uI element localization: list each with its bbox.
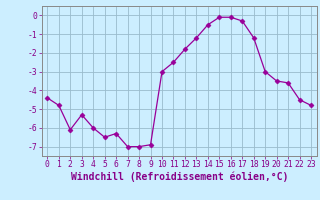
X-axis label: Windchill (Refroidissement éolien,°C): Windchill (Refroidissement éolien,°C) bbox=[70, 172, 288, 182]
